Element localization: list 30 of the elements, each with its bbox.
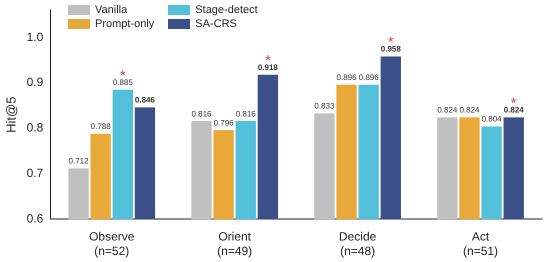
- legend-label: Vanilla: [95, 4, 128, 16]
- y-tick-label: 0.9: [26, 75, 44, 90]
- x-tick-label: Orient (n=49): [217, 230, 252, 258]
- data-label: 0.824: [459, 106, 480, 115]
- data-label: 0.846: [134, 96, 156, 105]
- x-tick-label: Observe (n=52): [89, 230, 135, 258]
- y-axis-title: Hit@5: [3, 96, 18, 133]
- legend-label: SA-CRS: [195, 18, 237, 30]
- y-tick-label: 0.6: [26, 212, 44, 226]
- data-label: 0.796: [214, 118, 234, 128]
- data-label: 0.896: [358, 72, 380, 82]
- data-label: 0.788: [90, 122, 112, 131]
- data-label: 0.833: [314, 102, 335, 111]
- data-label: 0.824: [437, 106, 458, 115]
- data-label: 0.918: [258, 62, 278, 72]
- data-label: 0.816: [236, 109, 256, 118]
- y-tick-label: 1.0: [26, 30, 44, 44]
- data-label: 0.958: [380, 44, 402, 54]
- y-tick-label: 0.8: [26, 120, 44, 135]
- data-label: 0.885: [112, 78, 134, 87]
- data-label: 0.896: [336, 72, 358, 82]
- x-tick-label: Decide (n=48): [338, 230, 377, 258]
- legend-label: Stage-detect: [195, 4, 258, 16]
- legend-label: Prompt-only: [95, 18, 154, 30]
- data-label: 0.816: [191, 109, 212, 118]
- x-tick-label: Act (n=51): [463, 230, 498, 258]
- data-label: 0.804: [482, 114, 502, 124]
- data-label: 0.712: [68, 156, 90, 166]
- y-tick-label: 0.7: [26, 166, 44, 180]
- data-label: 0.824: [504, 106, 524, 115]
